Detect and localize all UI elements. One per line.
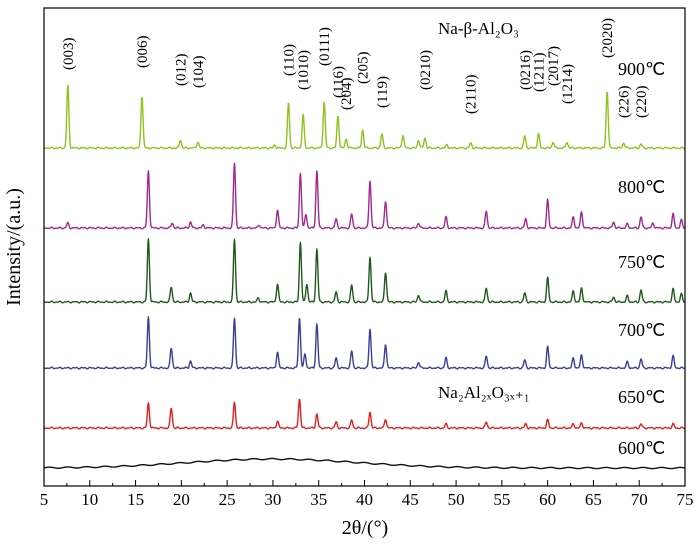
hkl-label: (003) [61,38,77,71]
hkl-label: (220) [634,86,650,119]
hkl-label: (1211) [532,53,548,92]
hkl-label: (119) [375,76,391,108]
series-label-800℃: 800℃ [618,177,665,197]
hkl-label: (110) [282,44,298,76]
series-label-650℃: 650℃ [618,387,665,407]
curves-group [43,84,686,470]
x-axis: 5 10 15 20 25 30 35 40 45 50 55 60 65 70 75 [40,480,694,509]
hkl-label: (104) [191,56,207,89]
x-tick-label: 45 [402,490,419,509]
temperature-labels: 900℃ 800℃ 750℃ 700℃ 650℃ 600℃ [618,59,665,458]
series-label-600℃: 600℃ [618,438,665,458]
x-tick-label: 70 [631,490,648,509]
hkl-label: (2110) [464,75,480,114]
x-tick-label: 60 [539,490,556,509]
x-tick-label: 55 [493,490,510,509]
y-axis-title: Intensity/(a.u.) [3,188,25,306]
x-tick-label: 5 [40,490,49,509]
hkl-label: (116) [331,66,347,98]
hkl-label: (204) [339,78,355,111]
series-label-700℃: 700℃ [618,320,665,340]
x-tick-label: 15 [127,490,144,509]
phase-label-beta: Na-β-Al₂O₃ [438,19,519,38]
x-tick-label: 30 [264,490,281,509]
hkl-label: (012) [173,54,189,87]
x-tick-label: 35 [310,490,327,509]
x-tick-label: 65 [585,490,602,509]
x-tick-label: 10 [81,490,98,509]
series-line-650℃ [43,398,686,430]
series-label-750℃: 750℃ [618,252,665,272]
x-axis-title: 2θ/(°) [342,517,388,539]
hkl-label: (006) [135,36,151,69]
x-tick-label: 25 [219,490,236,509]
x-tick-label: 20 [173,490,190,509]
x-tick-label: 40 [356,490,373,509]
hkl-label: (205) [356,52,372,85]
hkl-label: (1214) [560,64,576,104]
series-line-700℃ [43,316,686,370]
series-line-750℃ [43,238,686,304]
hkl-label: (0111) [317,27,333,66]
hkl-label: (226) [617,86,633,119]
series-line-800℃ [43,162,686,230]
hkl-label: (2020) [600,18,616,58]
series-line-600℃ [43,457,686,470]
series-line-900℃ [43,84,686,150]
hkl-label: (0216) [518,50,534,90]
x-tick-label: 75 [677,490,694,509]
series-label-900℃: 900℃ [618,59,665,79]
hkl-label: (0210) [418,50,434,90]
hkl-label: (1010) [296,50,312,90]
phase-label-nax: Na₂Al₂ₓO₃ₓ₊₁ [438,383,530,402]
hkl-annotations: (003) (006)(012) (104) (110)(1010)(0111)(11… [61,18,650,118]
hkl-label: (2017) [546,46,562,86]
x-tick-label: 50 [448,490,465,509]
